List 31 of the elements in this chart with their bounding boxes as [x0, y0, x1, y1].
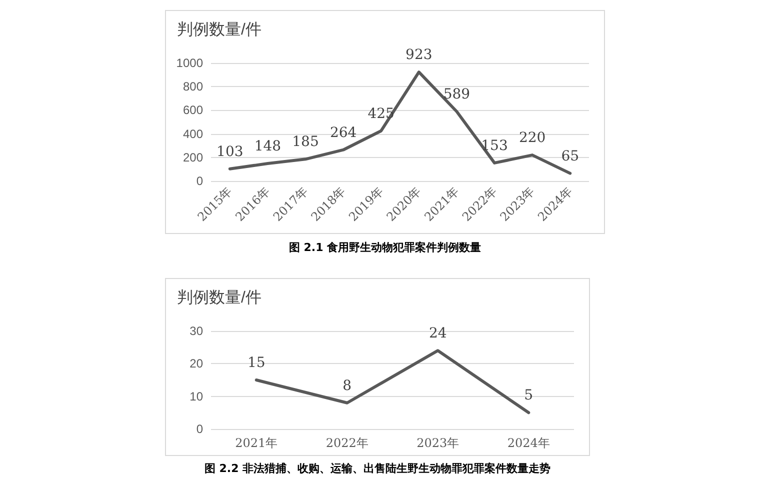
data-label: 5 [524, 388, 534, 404]
y-tick-label: 400 [182, 126, 204, 141]
chart-title: 判例数量/件 [177, 20, 262, 38]
caption: 图 2.1 食用野生动物犯罪案件判例数量 [288, 240, 482, 255]
x-tick-label: 2022年 [326, 436, 368, 450]
y-tick-label: 600 [182, 103, 204, 118]
data-label: 264 [330, 124, 357, 141]
data-label: 103 [216, 144, 244, 160]
data-label: 24 [428, 326, 447, 342]
data-label: 220 [518, 130, 546, 146]
y-tick-label: 30 [190, 324, 204, 338]
data-label: 148 [254, 138, 282, 155]
y-tick-label: 0 [196, 174, 204, 188]
y-tick-label: 1000 [176, 56, 204, 70]
x-tick-label: 2021年 [235, 436, 278, 450]
y-tick-label: 800 [182, 80, 204, 94]
data-label: 15 [247, 355, 266, 371]
y-tick-label: 10 [190, 389, 204, 404]
data-label: 923 [406, 47, 432, 64]
y-tick-label: 20 [190, 356, 204, 371]
data-label: 65 [561, 148, 580, 164]
data-label: 153 [481, 138, 508, 154]
data-label: 8 [342, 378, 352, 394]
caption: 图 2.2 非法猎捕、收购、运输、出售陆生野生动物罪犯罪案件数量走势 [203, 461, 552, 476]
chart-title: 判例数量/件 [177, 288, 262, 306]
x-tick-label: 2023年 [416, 436, 460, 450]
data-label: 589 [443, 86, 470, 102]
data-label: 185 [292, 134, 319, 150]
y-tick-label: 0 [196, 422, 204, 436]
x-tick-label: 2024年 [507, 436, 550, 450]
y-tick-label: 200 [182, 150, 204, 164]
